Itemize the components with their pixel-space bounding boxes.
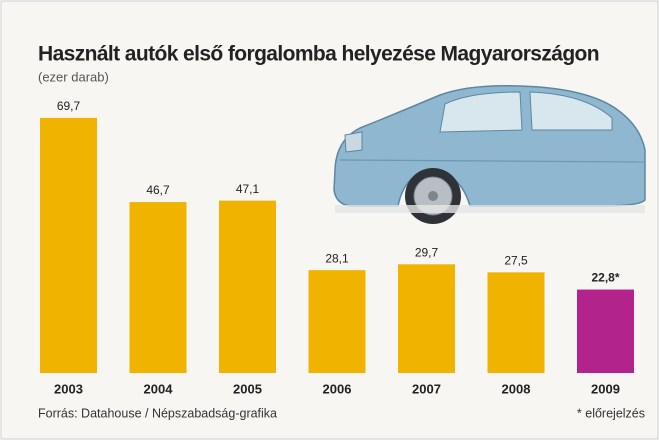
bar (488, 272, 545, 373)
chart: Használt autók első forgalomba helyezése… (0, 0, 659, 440)
bar (398, 264, 455, 373)
bar (130, 202, 187, 373)
note: * előrejelzés (577, 406, 645, 420)
bar (40, 118, 97, 373)
value-label: 69,7 (57, 99, 81, 113)
value-label: 46,7 (146, 183, 170, 197)
value-label: 29,7 (415, 245, 439, 259)
value-label: 27,5 (504, 254, 528, 268)
x-tick-label: 2009 (591, 381, 620, 396)
chart-subtitle: (ezer darab) (38, 69, 109, 84)
chart-title: Használt autók első forgalomba helyezése… (38, 43, 599, 66)
x-tick-label: 2004 (144, 381, 174, 396)
x-tick-label: 2008 (502, 381, 531, 396)
x-tick-label: 2003 (54, 381, 83, 396)
bar (219, 201, 276, 373)
x-tick-label: 2006 (323, 381, 352, 396)
source: Forrás: Datahouse / Népszabadság-grafika (38, 406, 277, 420)
value-label: 28,1 (325, 251, 349, 265)
value-label: 22,8* (591, 271, 619, 285)
bar (309, 270, 366, 373)
bar (577, 290, 634, 373)
background (1, 1, 658, 439)
x-tick-label: 2005 (233, 381, 262, 396)
value-label: 47,1 (236, 182, 260, 196)
x-tick-label: 2007 (412, 381, 441, 396)
